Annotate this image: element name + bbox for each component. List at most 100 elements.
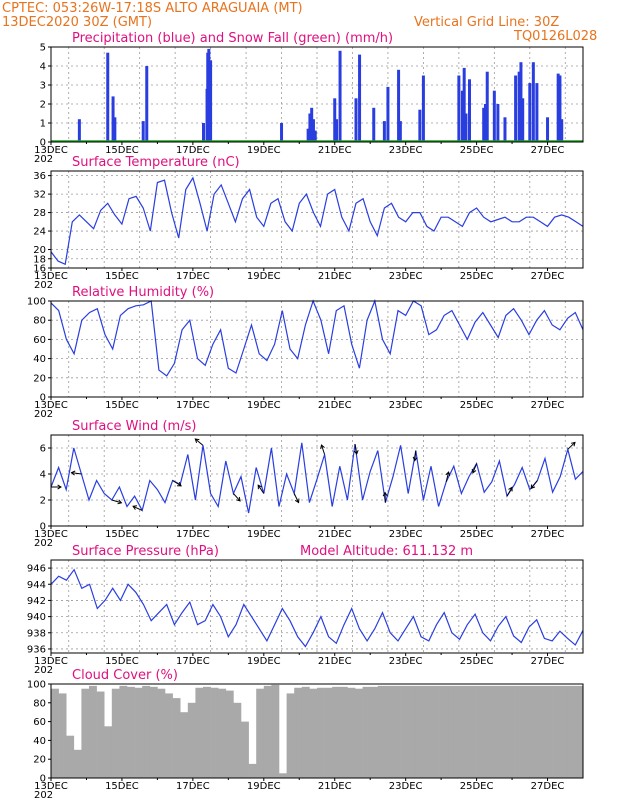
wind-xtick-label: 17DEC <box>176 529 210 540</box>
cloud-bar <box>332 686 341 778</box>
precip-bar <box>141 121 145 142</box>
precip-bar <box>485 71 489 142</box>
wind-arrow <box>472 463 478 474</box>
rh-title: Relative Humidity (%) <box>72 285 214 300</box>
precip-ytick-label: 4 <box>40 62 46 73</box>
precip-bar <box>503 117 507 142</box>
pressure-xtick-label: 19DEC <box>247 656 281 667</box>
temp-ytick-label: 24 <box>33 227 46 238</box>
precip-bar <box>556 73 560 142</box>
precip-ytick-label: 3 <box>40 81 46 92</box>
precip-bar <box>457 75 461 142</box>
precip-bar <box>521 98 525 142</box>
cloud-bar <box>89 685 97 778</box>
cloud-ytick-label: 80 <box>33 698 46 709</box>
pressure-xtick-label: 21DEC <box>318 656 352 667</box>
cloud-bar <box>157 688 166 778</box>
precip-bar <box>145 66 149 142</box>
rh-ytick-label: 40 <box>33 354 46 365</box>
pressure-ytick-label: 936 <box>27 644 46 655</box>
cloud-xtick-label: 23DEC <box>389 781 423 792</box>
precip-bar <box>310 107 314 142</box>
cloud-bar <box>165 693 173 778</box>
wind-arrow <box>293 493 300 503</box>
cloud-ytick-label: 40 <box>33 736 46 747</box>
cloud-bar <box>446 685 455 778</box>
wind-arrow-head <box>570 441 576 447</box>
cloud-bar <box>233 702 242 778</box>
wind-title: Surface Wind (m/s) <box>72 419 196 434</box>
temp-ytick-label: 20 <box>33 245 46 256</box>
precip-year-label: 202 <box>34 154 53 165</box>
precip-bar <box>517 71 521 142</box>
rh-ytick-label: 20 <box>33 373 46 384</box>
temp-title: Surface Temperature (nC) <box>72 155 240 170</box>
precip-ytick-label: 1 <box>40 119 46 130</box>
wind-xtick-label: 21DEC <box>318 529 352 540</box>
temp-ytick-label: 36 <box>33 171 46 182</box>
cloud-bar <box>187 702 196 778</box>
cloud-bar <box>180 712 189 778</box>
wind-arrow-head <box>57 484 62 490</box>
wind-arrow <box>111 499 122 504</box>
cloud-bar <box>104 726 113 778</box>
wind-xtick-label: 25DEC <box>460 529 494 540</box>
cloud-ytick-label: 60 <box>33 717 46 728</box>
precip-bar <box>528 83 532 142</box>
precip-bar <box>460 90 464 142</box>
precip-bar <box>335 119 339 142</box>
precip-ytick-label: 0 <box>40 138 46 149</box>
wind-xtick-label: 23DEC <box>389 529 423 540</box>
wind-arrow <box>567 441 576 450</box>
rh-ytick-label: 0 <box>40 393 46 404</box>
precip-bar <box>558 75 562 142</box>
cloud-xtick-label: 25DEC <box>460 781 494 792</box>
precip-xtick-label: 27DEC <box>531 145 565 156</box>
precip-bar <box>496 104 500 142</box>
wind-ytick-label: 2 <box>40 496 46 507</box>
cloud-xtick-label: 15DEC <box>105 781 139 792</box>
cloud-bar <box>210 687 219 778</box>
cloud-ytick-label: 20 <box>33 755 46 766</box>
cloud-bar <box>469 685 477 778</box>
precip-bar <box>398 121 402 142</box>
rh-frame <box>50 300 584 398</box>
wind-arrow <box>233 493 241 502</box>
wind-arrow <box>445 471 450 482</box>
cloud-bar <box>172 698 181 778</box>
temp-xtick-label: 23DEC <box>389 271 423 282</box>
wind-arrow-head <box>320 444 325 450</box>
cloud-bar <box>51 688 59 778</box>
precip-bar <box>358 54 362 142</box>
precip-bar <box>386 86 390 142</box>
cloud-bar <box>271 684 280 778</box>
wind-arrow-head <box>471 468 477 474</box>
wind-arrow-head <box>257 484 263 490</box>
precip-xtick-label: 13DEC <box>34 145 68 156</box>
pressure-year-label: 202 <box>34 665 53 676</box>
precip-bar <box>546 117 550 142</box>
wind-arrow <box>172 480 182 487</box>
rh-xtick-label: 19DEC <box>247 400 281 411</box>
precip-bar <box>111 96 115 142</box>
precip-bar <box>372 107 376 142</box>
cloud-bar <box>309 688 318 778</box>
precip-bar <box>338 50 342 142</box>
cloud-bar <box>491 685 500 778</box>
wind-arrow-head <box>508 486 513 492</box>
cloud-bar <box>355 688 363 778</box>
cloud-bar <box>423 685 432 778</box>
pressure-xtick-label: 17DEC <box>176 656 210 667</box>
cloud-xtick-label: 21DEC <box>318 781 352 792</box>
wind-panel: 0 2 4 6 13DEC 15DEC 17DEC 19DEC 21DEC 23DEC 25DEC 2… <box>34 419 584 549</box>
rh-ytick-label: 60 <box>33 335 46 346</box>
precip-panel: 0 1 2 3 4 5 13DEC 15DEC 17DEC 19DEC 21DEC 23DEC 25DE… <box>34 31 584 165</box>
wind-arrow-head <box>194 438 200 443</box>
precip-bar <box>207 48 211 142</box>
precip-xtick-label: 23DEC <box>389 145 423 156</box>
cloud-bar <box>431 685 439 778</box>
pressure-title: Surface Pressure (hPa) <box>72 544 219 559</box>
wind-arrow-head <box>236 496 241 502</box>
cloud-bar <box>263 685 272 778</box>
precip-ytick-label: 2 <box>40 100 46 111</box>
